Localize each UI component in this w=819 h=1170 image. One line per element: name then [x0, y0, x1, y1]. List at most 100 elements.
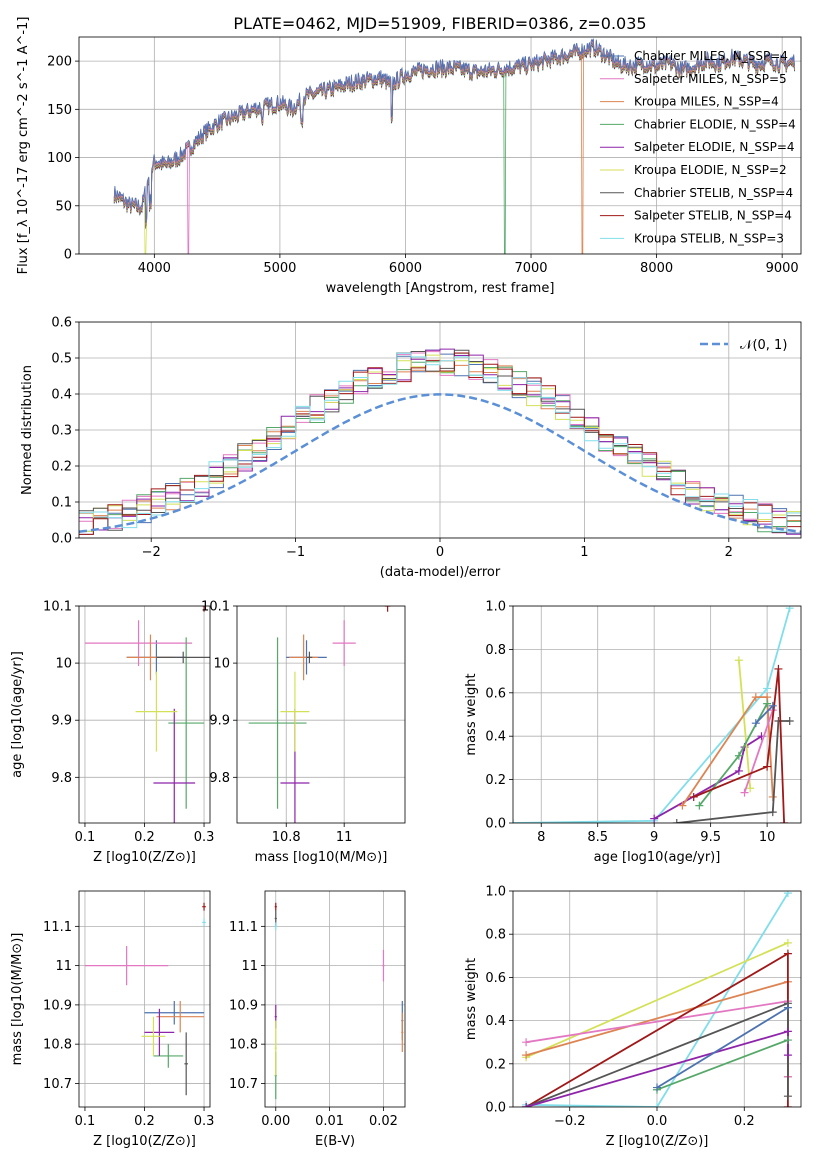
weight-marker-chabrier-elodie — [783, 1036, 792, 1045]
y-tick-label: 10.1 — [201, 600, 230, 615]
y-tick-label: 10 — [55, 657, 72, 672]
weight-marker-chabrier-elodie — [763, 699, 772, 708]
axes: 4000 5000 6000 7000 8000 9000 0 50 100 150 200 wave… — [16, 17, 799, 296]
x-tick-label: 2 — [725, 545, 733, 560]
weight-marker-kroupa-elodie — [734, 656, 743, 665]
x-tick-label: 0.02 — [369, 1114, 398, 1129]
weight-marker-kroupa-stelib — [763, 684, 772, 693]
errorbar-kroupa-stelib — [202, 566, 206, 577]
y-tick-label: 0.3 — [51, 424, 72, 439]
y-tick-label: 0.6 — [485, 686, 506, 701]
errorbar-salpeter-elodie — [153, 708, 196, 823]
y-tick-label: 100 — [47, 151, 72, 166]
x-tick-label: 0.2 — [734, 1114, 755, 1129]
x-tick-label: 11 — [336, 830, 353, 845]
errorbar-salpeter-stelib — [202, 606, 206, 612]
x-tick-label: 0.1 — [75, 1114, 96, 1129]
mass-vs-ebv-panel: 0.00 0.01 0.02 10.7 10.8 10.9 11 11.1 E(B-V) — [229, 890, 406, 1149]
x-axis-label: Z [log10(Z/Z⊙)] — [93, 850, 196, 865]
axes-frame — [78, 321, 802, 539]
x-axis-label: (data-model)/error — [380, 565, 501, 580]
x-tick-label: −0.2 — [554, 1114, 586, 1129]
axes: 0.00 0.01 0.02 10.7 10.8 10.9 11 11.1 E(B-V) — [229, 920, 398, 1149]
histogram-kroupa-stelib — [79, 352, 801, 532]
weight-marker-kroupa-miles — [522, 1051, 531, 1060]
x-tick-label: 0.00 — [261, 1114, 290, 1129]
x-tick-label: 8 — [537, 830, 545, 845]
x-tick-label: 8.5 — [587, 830, 608, 845]
weight-marker-kroupa-miles — [678, 801, 687, 810]
axes-frame — [78, 890, 211, 1108]
errorbar-chabrier-elodie — [153, 1044, 184, 1068]
y-tick-label: 0.1 — [51, 496, 72, 511]
plot-area — [513, 606, 801, 823]
y-tick-label: 0.6 — [485, 971, 506, 986]
y-tick-label: 0.2 — [51, 460, 72, 475]
weight-marker-chabrier-miles — [783, 1003, 792, 1012]
x-tick-label: 9 — [650, 830, 658, 845]
figure-title: PLATE=0462, MJD=51909, FIBERID=0386, z=0… — [233, 14, 646, 33]
weight-marker-salpeter-stelib — [689, 792, 698, 801]
y-tick-label: 150 — [47, 103, 72, 118]
y-tick-label: 11 — [55, 959, 72, 974]
y-tick-label: 0.8 — [485, 928, 506, 943]
errorbar-salpeter-stelib — [274, 902, 277, 911]
y-tick-label: 10.8 — [229, 1038, 258, 1053]
weight-line-kroupa-elodie — [525, 941, 789, 1059]
y-tick-label: 0.6 — [51, 316, 72, 331]
x-axis-label: Z [log10(Z/Z⊙)] — [93, 1134, 196, 1149]
errorbar-kroupa-elodie — [274, 1020, 277, 1076]
legend-label-chabrier-elodie: Chabrier ELODIE, N_SSP=4 — [634, 117, 796, 131]
x-tick-label: 10.8 — [272, 830, 301, 845]
y-axis-label: Flux [f_λ 10^-17 erg cm^-2 s^-1 A^-1] — [16, 17, 31, 275]
weight-marker-salpeter-stelib — [783, 949, 792, 958]
errorbar-kroupa-stelib — [274, 922, 277, 931]
x-tick-label: 6000 — [389, 261, 422, 276]
axes-frame — [78, 605, 211, 824]
weight-line-kroupa-stelib — [513, 607, 791, 823]
weight-marker-kroupa-stelib — [653, 1103, 661, 1107]
y-axis-label: Normed distribution — [20, 365, 35, 495]
weight-marker-chabrier-miles — [653, 1083, 661, 1092]
weight-marker-chabrier-stelib — [783, 1092, 792, 1101]
axes: −0.2 0.0 0.2 0.0 0.2 0.4 0.6 0.8 1.0 Z [log10(Z/Z… — [464, 885, 755, 1150]
weight-line-kroupa-stelib — [526, 892, 789, 1107]
legend-label-normal: 𝒩(0, 1) — [740, 338, 787, 353]
weight-line-salpeter-stelib — [693, 668, 785, 823]
y-tick-label: 11 — [241, 959, 258, 974]
axes: 0.1 0.2 0.3 10.7 10.8 10.9 11 11.1 Z [log10(Z/Z⊙… — [10, 920, 214, 1149]
y-tick-label: 10.9 — [229, 998, 258, 1013]
y-tick-label: 50 — [55, 199, 72, 214]
plot-area — [79, 566, 210, 823]
errorbar-kroupa-stelib — [202, 918, 206, 927]
x-axis-label: age [log10(age/yr)] — [594, 850, 721, 865]
errorbar-chabrier-elodie — [248, 637, 307, 809]
x-tick-label: 5000 — [263, 261, 296, 276]
plot-area — [265, 891, 405, 1107]
weight-marker-salpeter-miles — [740, 788, 749, 797]
weight-marker-salpeter-stelib — [763, 762, 772, 771]
weight-line-salpeter-miles — [743, 709, 774, 793]
x-tick-label: −1 — [286, 545, 305, 560]
weight-marker-kroupa-elodie — [746, 784, 755, 793]
x-tick-label: 0.3 — [194, 830, 215, 845]
weight-line-chabrier-miles — [755, 705, 774, 724]
weight-marker-salpeter-elodie — [522, 1103, 531, 1107]
errorbar-kroupa-elodie — [280, 671, 310, 752]
y-tick-label: 10 — [213, 657, 230, 672]
y-tick-label: 10.1 — [43, 600, 72, 615]
x-tick-label: −2 — [142, 545, 161, 560]
x-axis-label: mass [log10(M/M⊙)] — [255, 850, 388, 865]
legend-label-salpeter-miles: Salpeter MILES, N_SSP=5 — [634, 72, 787, 86]
y-tick-label: 10.8 — [43, 1038, 72, 1053]
x-tick-label: 0.01 — [315, 1114, 344, 1129]
axes-frame — [236, 605, 406, 824]
y-tick-label: 0.8 — [485, 643, 506, 658]
legend-label-chabrier-miles: Chabrier MILES, N_SSP=4 — [634, 49, 788, 63]
legend-label-kroupa-elodie: Kroupa ELODIE, N_SSP=2 — [634, 163, 787, 177]
x-axis-label: wavelength [Angstrom, rest frame] — [326, 281, 555, 296]
legend-label-chabrier-stelib: Chabrier STELIB, N_SSP=4 — [634, 186, 793, 200]
y-tick-label: 0.0 — [485, 817, 506, 832]
weight-marker-chabrier-miles — [751, 719, 760, 728]
errorbar-salpeter-stelib — [384, 606, 391, 612]
